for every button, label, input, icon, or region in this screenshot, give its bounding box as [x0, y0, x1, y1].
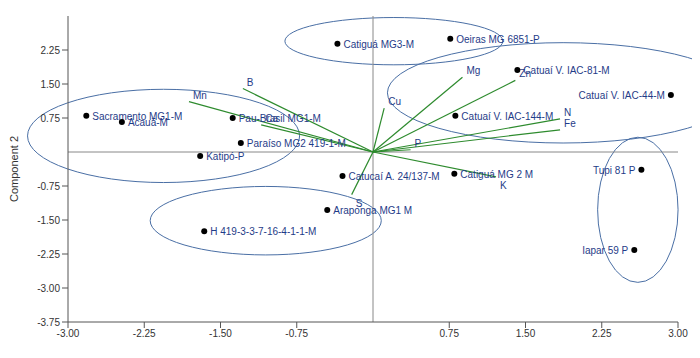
- svg-text:P: P: [415, 138, 422, 149]
- svg-text:Catiguá MG 2 M: Catiguá MG 2 M: [460, 169, 533, 180]
- svg-text:S: S: [355, 197, 363, 209]
- svg-text:2.25: 2.25: [41, 45, 61, 56]
- svg-text:-1.50: -1.50: [209, 328, 232, 339]
- svg-text:K: K: [500, 180, 507, 191]
- svg-text:Tupi 81 P: Tupi 81 P: [593, 165, 636, 176]
- svg-text:Iapar 59 P: Iapar 59 P: [582, 245, 628, 256]
- svg-text:Component 2: Component 2: [8, 136, 20, 202]
- svg-text:Mg: Mg: [466, 65, 480, 76]
- svg-text:Pau-Brasil MG1-M: Pau-Brasil MG1-M: [239, 113, 321, 124]
- svg-text:-2.25: -2.25: [37, 249, 60, 260]
- svg-text:0.75: 0.75: [41, 113, 61, 124]
- svg-text:Catuaí V. IAC-44-M: Catuaí V. IAC-44-M: [579, 90, 665, 101]
- svg-text:1.50: 1.50: [516, 328, 536, 339]
- svg-text:-3.00: -3.00: [57, 328, 80, 339]
- svg-text:Catiguá MG3-M: Catiguá MG3-M: [343, 39, 414, 50]
- svg-text:N: N: [564, 107, 571, 118]
- svg-text:Araponga MG1 M: Araponga MG1 M: [333, 205, 412, 216]
- svg-text:3.00: 3.00: [668, 328, 688, 339]
- svg-text:-0.75: -0.75: [37, 181, 60, 192]
- svg-text:-3.00: -3.00: [37, 283, 60, 294]
- svg-text:Catuaí V. IAC-144-M: Catuaí V. IAC-144-M: [461, 111, 553, 122]
- svg-text:Sacramento MG1-M: Sacramento MG1-M: [92, 110, 183, 122]
- svg-text:Fe: Fe: [564, 118, 576, 129]
- svg-text:1.50: 1.50: [41, 79, 61, 90]
- svg-text:0.75: 0.75: [440, 328, 460, 339]
- svg-text:H 419-3-3-7-16-4-1-1-M: H 419-3-3-7-16-4-1-1-M: [210, 226, 316, 237]
- svg-text:Mn: Mn: [193, 90, 207, 101]
- svg-text:-0.75: -0.75: [285, 328, 308, 339]
- svg-text:Cu: Cu: [388, 96, 401, 107]
- svg-text:Catuaí V. IAC-81-M: Catuaí V. IAC-81-M: [523, 65, 609, 76]
- svg-text:Oeiras MG 6851-P: Oeiras MG 6851-P: [456, 34, 540, 45]
- svg-text:Katipó-P: Katipó-P: [206, 151, 245, 162]
- svg-text:-1.50: -1.50: [37, 215, 60, 226]
- svg-text:B: B: [247, 77, 254, 88]
- svg-text:-2.25: -2.25: [133, 328, 156, 339]
- svg-text:-3.75: -3.75: [37, 317, 60, 328]
- svg-text:Paraíso MG2 419-1-M: Paraíso MG2 419-1-M: [247, 138, 346, 149]
- svg-text:Catucaí A. 24/137-M: Catucaí A. 24/137-M: [349, 171, 440, 182]
- svg-text:Acauã-M: Acauã-M: [128, 117, 168, 128]
- svg-text:2.25: 2.25: [592, 328, 612, 339]
